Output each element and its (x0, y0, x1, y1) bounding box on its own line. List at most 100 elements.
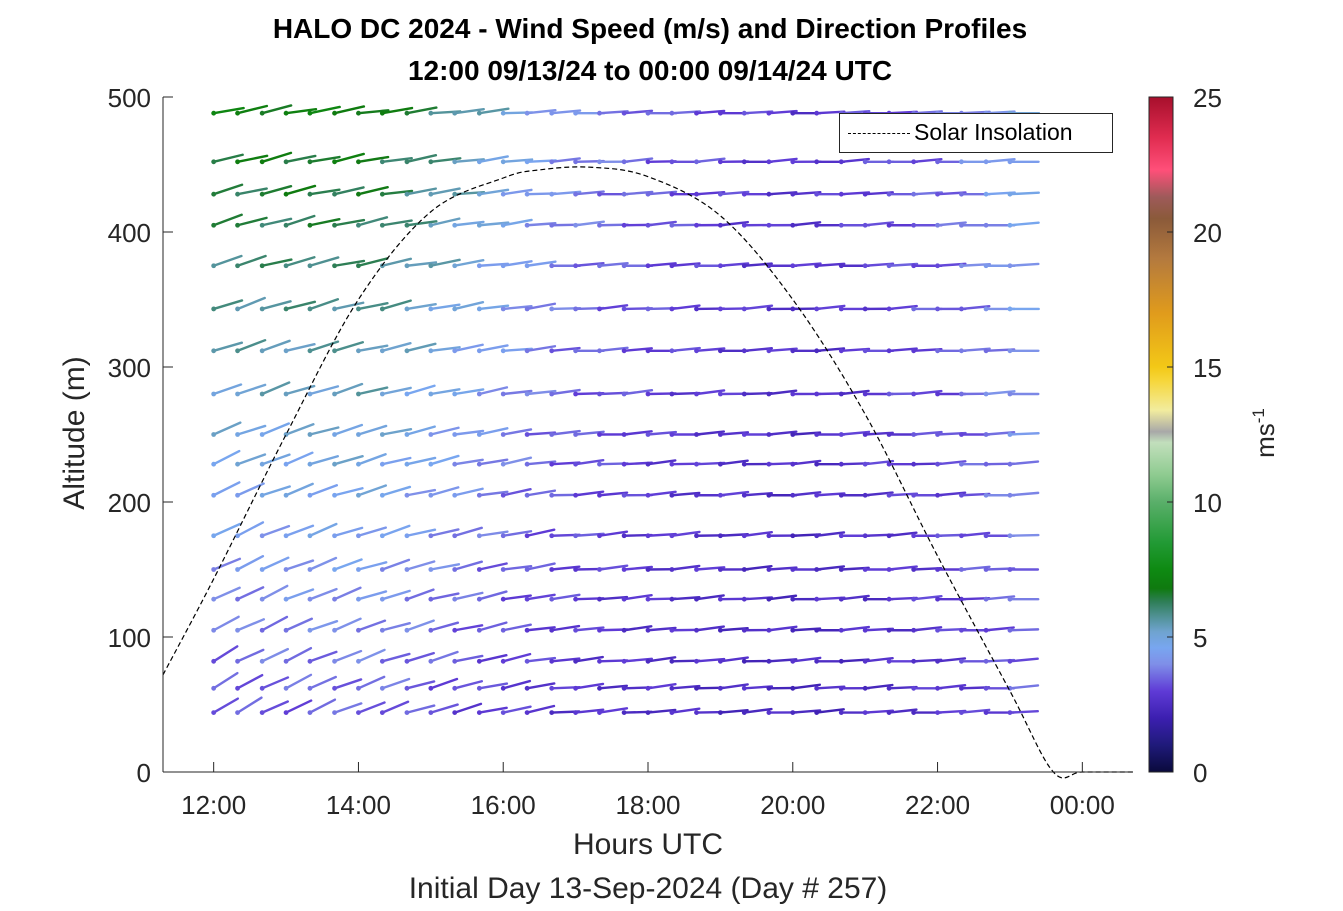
wind-barb-dot (500, 658, 506, 664)
wind-barb (357, 701, 386, 714)
wind-barb-dot (500, 627, 506, 633)
wind-barb (308, 455, 339, 466)
wind-barb-dot (886, 658, 892, 664)
wind-barb-dot (211, 533, 217, 539)
wind-barb-dot (959, 191, 964, 197)
wind-barb-dot (862, 391, 868, 397)
wind-barb-dot (283, 263, 289, 269)
wind-barb-dot (500, 432, 506, 437)
wind-barb-dot (428, 222, 434, 228)
wind-barb-dot (549, 461, 555, 467)
wind-barb-dot (476, 348, 482, 354)
wind-barb-dot (717, 263, 723, 269)
wind-barb (212, 481, 241, 497)
wind-barb-dot (549, 710, 555, 715)
colorbar-tick-label: 10 (1193, 488, 1222, 518)
wind-barb-dot (862, 492, 868, 498)
wind-barb-dot (404, 627, 410, 633)
wind-barb-dot (500, 159, 506, 165)
wind-barb-dot (911, 710, 917, 715)
wind-barb-dot (356, 263, 361, 269)
wind-barb-dot (983, 461, 989, 467)
wind-barb-dot (259, 567, 265, 572)
wind-barb (308, 556, 338, 571)
wind-barb-dot (717, 596, 723, 602)
wind-barb (863, 491, 894, 497)
wind-barb (405, 560, 436, 571)
wind-barb-dot (790, 263, 796, 269)
wind-barb-dot (211, 658, 217, 664)
wind-barb-dot (259, 685, 265, 691)
wind-barb-dot (500, 596, 506, 602)
wind-barb-dot (524, 391, 530, 397)
x-tick-label: 16:00 (471, 790, 536, 820)
wind-barb (525, 562, 556, 571)
wind-barb-dot (235, 110, 240, 116)
wind-barb (333, 586, 362, 601)
wind-barb-dot (838, 710, 844, 715)
wind-barb-dot (814, 658, 820, 664)
wind-barb (840, 157, 871, 164)
wind-barb-dot (573, 567, 579, 572)
wind-barb (381, 386, 412, 396)
wind-barb (333, 649, 363, 663)
wind-barb-dot (307, 306, 313, 312)
wind-barb (308, 484, 339, 497)
wind-barb-dot (911, 492, 917, 498)
wind-barb-dot (283, 191, 289, 197)
wind-barb-dot (235, 533, 240, 539)
wind-barb (574, 682, 605, 690)
wind-barb (598, 595, 629, 601)
wind-barb-dot (862, 159, 868, 165)
wind-barb (236, 154, 269, 164)
wind-barb-dot (404, 461, 410, 467)
wind-barb-dot (379, 685, 385, 691)
wind-barb-dot (645, 567, 651, 572)
wind-barb (1008, 191, 1040, 196)
wind-barb (743, 531, 773, 537)
wind-barb-dot (959, 432, 964, 437)
wind-barb-dot (356, 627, 361, 633)
wind-barb-dot (235, 306, 240, 312)
x-axis-label: Hours UTC (572, 828, 723, 861)
wind-barb (574, 220, 606, 227)
wind-barb-dot (886, 159, 892, 165)
wind-barb (670, 346, 701, 352)
wind-barb (912, 626, 943, 632)
wind-barb (357, 526, 387, 537)
wind-barb (236, 648, 265, 663)
wind-barb-dot (573, 391, 579, 397)
wind-barb-dot (428, 710, 434, 715)
wind-barb-dot (211, 159, 217, 165)
wind-barb-dot (379, 159, 385, 165)
wind-barb (308, 619, 339, 632)
wind-barb (646, 459, 677, 466)
wind-barb (1008, 262, 1040, 267)
wind-barb-dot (500, 348, 506, 354)
wind-barb-dot (983, 685, 989, 691)
wind-barb-dot (741, 110, 747, 116)
wind-barb-dot (524, 222, 530, 228)
wind-barb-dot (741, 348, 747, 354)
wind-barb (502, 456, 533, 466)
wind-barb-dot (259, 263, 265, 269)
wind-barb (502, 188, 533, 196)
wind-barb (308, 256, 340, 267)
wind-barb (550, 657, 581, 663)
wind-barb (333, 558, 363, 571)
wind-barb-dot (935, 348, 940, 354)
wind-barb-dot (283, 159, 289, 165)
wind-barb-dot (669, 685, 675, 691)
wind-barb-dot (645, 627, 651, 633)
wind-barb-dot (356, 159, 361, 165)
wind-barb (236, 586, 265, 601)
wind-barb (236, 216, 268, 227)
wind-barb (525, 656, 557, 663)
wind-barb (429, 650, 459, 663)
wind-barb (284, 559, 315, 571)
wind-barb (381, 589, 411, 601)
wind-barb (236, 338, 267, 352)
wind-barb (284, 343, 316, 352)
wind-barb-dot (862, 191, 868, 197)
wind-barb-dot (356, 685, 361, 691)
